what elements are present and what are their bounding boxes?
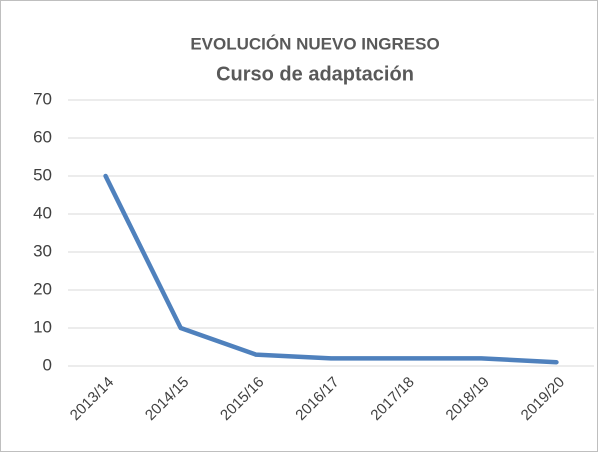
y-tick-label: 70 [33, 89, 52, 108]
y-tick-label: 10 [33, 317, 52, 336]
y-tick-label: 40 [33, 203, 52, 222]
y-tick-label: 50 [33, 165, 52, 184]
chart-subtitle: Curso de adaptación [216, 63, 414, 85]
y-tick-label: 60 [33, 127, 52, 146]
y-tick-label: 20 [33, 279, 52, 298]
data-line [103, 173, 559, 365]
chart-title: EVOLUCIÓN NUEVO INGRESO [190, 34, 439, 53]
y-tick-label: 0 [43, 355, 52, 374]
y-tick-label: 30 [33, 241, 52, 260]
